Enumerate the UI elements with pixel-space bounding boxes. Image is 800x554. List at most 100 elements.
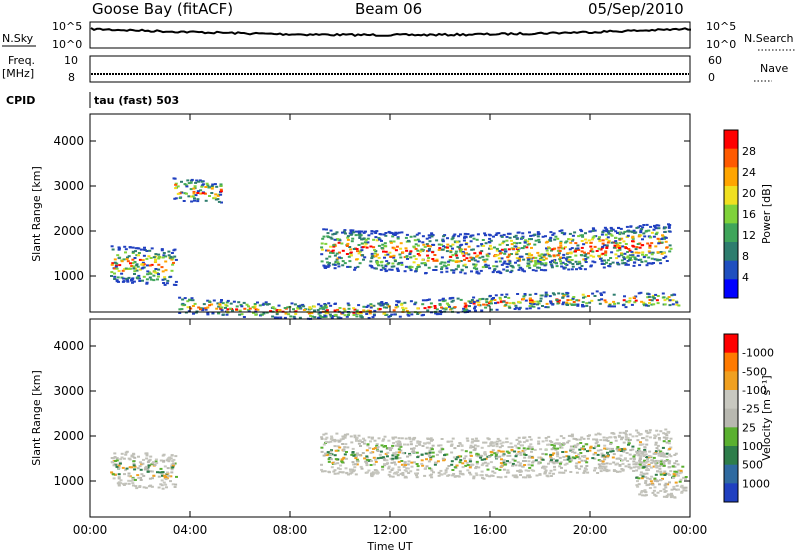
scatter-cell [405,310,409,312]
scatter-cell [138,268,142,271]
scatter-cell [334,232,338,235]
scatter-cell [597,432,600,435]
scatter-cell [154,458,158,461]
scatter-cell [265,311,269,314]
scatter-cell [540,294,544,297]
scatter-cell [290,302,294,305]
scatter-cell [498,296,502,299]
scatter-cell [170,269,174,272]
scatter-cell [675,470,679,473]
scatter-cell [664,432,668,435]
scatter-cell [336,472,340,475]
scatter-cell [544,262,548,265]
scatter-cell [330,435,334,438]
scatter-cell [490,297,494,300]
scatter-cell [464,455,468,458]
scatter-cell [320,436,324,439]
scatter-cell [558,258,562,261]
scatter-cell [119,458,123,461]
scatter-cell [446,243,450,246]
scatter-cell [431,444,435,447]
scatter-cell [330,466,334,469]
scatter-cell [575,467,579,469]
scatter-cell [399,445,403,448]
scatter-cell [350,453,354,456]
scatter-cell [562,455,566,458]
scatter-cell [473,305,477,308]
scatter-cell [379,261,383,264]
scatter-cell [603,454,607,457]
scatter-cell [333,438,337,441]
scatter-cell [559,435,563,438]
scatter-cell [120,260,124,263]
scatter-cell [635,465,639,468]
scatter-cell [635,226,639,229]
scatter-cell [545,249,549,252]
scatter-cell [465,437,469,440]
scatter-cell [622,240,626,243]
scatter-cell [415,476,419,479]
scatter-cell [442,264,446,267]
scatter-cell [671,465,675,468]
scatter-cell [458,442,462,444]
scatter-cell [407,314,411,317]
scatter-cell [468,458,472,461]
scatter-cell [625,225,629,228]
scatter-cell [421,303,425,306]
scatter-cell [675,488,679,491]
scatter-cell [522,258,526,261]
scatter-cell [453,233,457,236]
scatter-cell [137,252,141,254]
scatter-cell [335,231,339,234]
scatter-cell [631,255,635,258]
scatter-cell [505,262,509,265]
scatter-cell [442,459,446,462]
scatter-cell [430,469,434,472]
scatter-cell [279,316,283,319]
scatter-cell [364,238,368,241]
scatter-cell [544,453,548,456]
scatter-cell [517,307,521,310]
scatter-cell [193,302,197,305]
scatter-cell [646,242,650,245]
scatter-cell [456,445,460,447]
scatter-cell [148,272,152,275]
scatter-cell [492,269,496,272]
scatter-cell [378,453,382,456]
scatter-cell [536,260,540,263]
scatter-cell [473,444,477,447]
scatter-cell [503,260,507,263]
scatter-cell [549,459,553,462]
scatter-cell [639,471,643,474]
scatter-cell [514,261,517,264]
scatter-cell [437,474,441,477]
scatter-cell [628,300,632,302]
scatter-cell [211,183,215,186]
scatter-cell [432,243,436,246]
scatter-cell [365,313,369,315]
scatter-cell [322,235,326,238]
scatter-cell [425,465,429,468]
scatter-cell [433,305,437,307]
scatter-cell [349,470,353,473]
scatter-cell [575,462,579,465]
scatter-cell [528,305,532,308]
scatter-cell [576,304,580,307]
scatter-cell [482,258,486,261]
scatter-cell [632,460,636,463]
scatter-cell [632,458,636,461]
scatter-cell [149,257,153,259]
scatter-cell [533,233,537,236]
scatter-cell [469,454,473,457]
scatter-cell [630,250,634,253]
scatter-cell [557,292,561,295]
scatter-cell [604,465,608,468]
scatter-cell [335,252,339,255]
scatter-cell [380,444,384,447]
scatter-cell [367,234,371,237]
scatter-cell [497,257,501,260]
scatter-cell [350,254,353,257]
scatter-cell [649,480,653,483]
scatter-cell [146,461,150,464]
scatter-cell [552,452,556,455]
